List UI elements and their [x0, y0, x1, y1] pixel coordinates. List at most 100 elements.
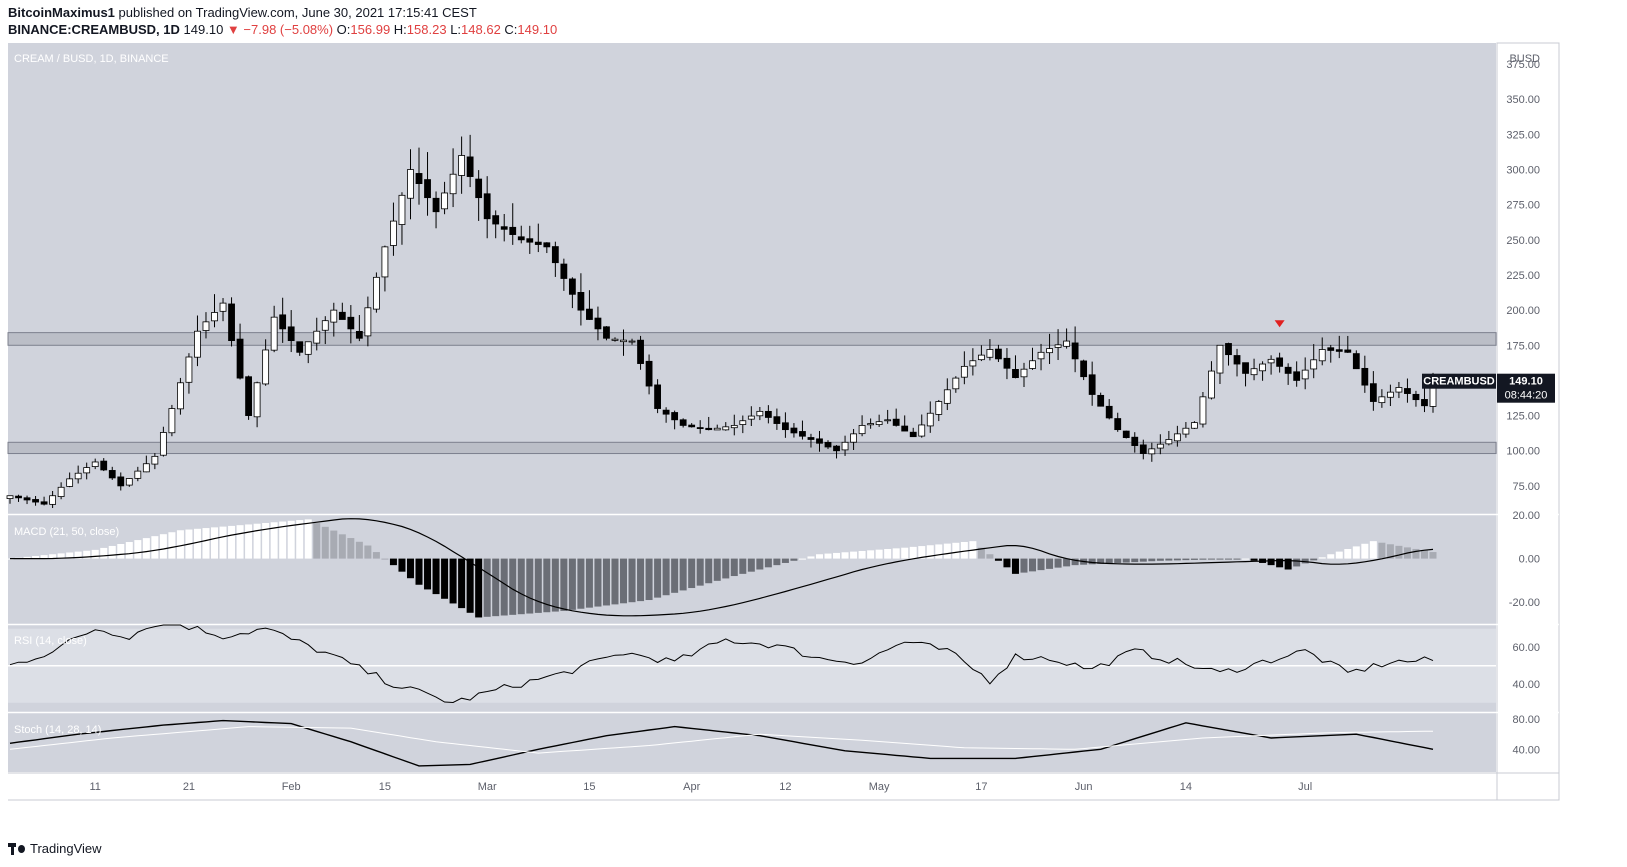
macd-histogram-bar — [449, 558, 457, 604]
macd-histogram-bar — [117, 543, 125, 559]
candle-body — [551, 246, 559, 264]
candle-body — [671, 412, 679, 421]
candle-body — [926, 412, 934, 427]
candle-body — [1105, 405, 1113, 419]
stoch-line-1 — [9, 726, 1434, 754]
macd-histogram-bar — [1020, 558, 1028, 573]
macd-histogram-bar — [577, 558, 585, 609]
macd-histogram-bar — [952, 542, 960, 559]
down-arrow-marker-icon — [1274, 320, 1285, 328]
candle-body — [816, 438, 823, 444]
macd-histogram-bar — [918, 546, 926, 559]
macd-histogram-bar — [1242, 558, 1250, 560]
macd-histogram-bar — [347, 538, 355, 559]
close-label: C: — [504, 22, 518, 37]
macd-histogram-bar — [926, 545, 934, 559]
candle-body — [159, 432, 167, 456]
macd-histogram-bar — [815, 554, 823, 559]
candle-body — [824, 441, 832, 448]
macd-histogram-bar — [747, 558, 755, 572]
candle-body — [1012, 369, 1019, 379]
candle-body — [211, 312, 218, 322]
candle-body — [1208, 370, 1215, 399]
symbol-tag — [1422, 373, 1496, 389]
macd-histogram-bar — [943, 543, 951, 559]
price-tick-label: 375.00 — [1506, 59, 1540, 71]
macd-histogram-bar — [236, 525, 244, 559]
footer: TradingView — [8, 841, 102, 856]
macd-histogram-bar — [713, 558, 721, 581]
macd-histogram-bar — [1310, 558, 1318, 561]
candle-body — [995, 348, 1002, 360]
macd-histogram-bar — [1139, 558, 1147, 562]
candle-body — [1131, 436, 1139, 446]
candle-body — [185, 356, 193, 383]
candle-body — [628, 340, 636, 343]
macd-histogram-bar — [57, 553, 65, 559]
candle-body — [296, 341, 304, 353]
candle-body — [833, 445, 840, 452]
last-value: 149.10 — [183, 22, 224, 37]
candle-body — [603, 326, 610, 339]
macd-histogram-bar — [1335, 551, 1343, 559]
macd-histogram-bar — [977, 547, 985, 559]
macd-histogram-bar — [1386, 544, 1394, 559]
macd-histogram-bar — [313, 523, 321, 559]
macd-histogram-bar — [270, 522, 278, 559]
author-name[interactable]: BitcoinMaximus1 — [8, 5, 115, 20]
macd-signal-line — [10, 518, 1434, 617]
macd-histogram-bar — [833, 552, 841, 559]
macd-histogram-bar — [867, 550, 875, 559]
candle-body — [466, 156, 474, 177]
candle-body — [1054, 344, 1062, 348]
candle-body — [534, 241, 542, 245]
candle-body — [1080, 360, 1088, 378]
symbol-name: BINANCE:CREAMBUSD, 1D — [8, 22, 180, 37]
candle-body — [654, 384, 661, 409]
candle-body — [756, 410, 764, 417]
macd-histogram-bar — [560, 558, 568, 611]
stoch-tick-label: 40.00 — [1512, 744, 1540, 756]
change-value: −7.98 (−5.08%) — [243, 22, 334, 37]
macd-histogram-bar — [441, 558, 449, 599]
candle-body — [620, 339, 627, 343]
macd-histogram-bar — [781, 558, 789, 563]
macd-histogram-bar — [1037, 558, 1045, 571]
macd-histogram-bar — [1378, 542, 1386, 559]
candle-body — [1148, 448, 1156, 455]
candle-body — [1003, 357, 1011, 369]
macd-histogram-bar — [1284, 558, 1292, 570]
candle-body — [500, 226, 508, 230]
candle-body — [177, 382, 184, 410]
candle-body — [986, 349, 994, 358]
tradingview-logo-icon[interactable] — [8, 842, 26, 855]
macd-histogram-bar — [321, 526, 329, 559]
macd-histogram-bar — [211, 527, 219, 559]
candle-body — [1046, 348, 1053, 354]
candle-body — [40, 501, 48, 505]
candle-body — [1267, 358, 1275, 364]
candle-body — [1191, 422, 1198, 429]
brand-name[interactable]: TradingView — [30, 841, 102, 856]
macd-histogram-bar — [219, 526, 227, 559]
macd-histogram-bar — [40, 555, 48, 559]
candle-body — [782, 422, 789, 431]
high-label: H: — [393, 22, 407, 37]
macd-histogram-bar — [909, 546, 917, 559]
candle-body — [679, 419, 687, 426]
macd-histogram-bar — [1369, 541, 1377, 559]
candle-body — [1259, 363, 1266, 372]
candle-body — [57, 486, 65, 497]
macd-histogram-bar — [245, 524, 253, 559]
macd-histogram-bar — [594, 558, 602, 607]
candle-body — [117, 476, 125, 487]
macd-histogram-bar — [330, 530, 338, 559]
low-label: L: — [450, 22, 462, 37]
macd-histogram-bar — [850, 551, 858, 559]
macd-histogram-bar — [432, 558, 440, 595]
macd-histogram-bar — [1412, 548, 1420, 559]
macd-histogram-bar — [1003, 558, 1011, 568]
time-tick-label: 21 — [183, 781, 195, 793]
candle-body — [424, 179, 431, 199]
